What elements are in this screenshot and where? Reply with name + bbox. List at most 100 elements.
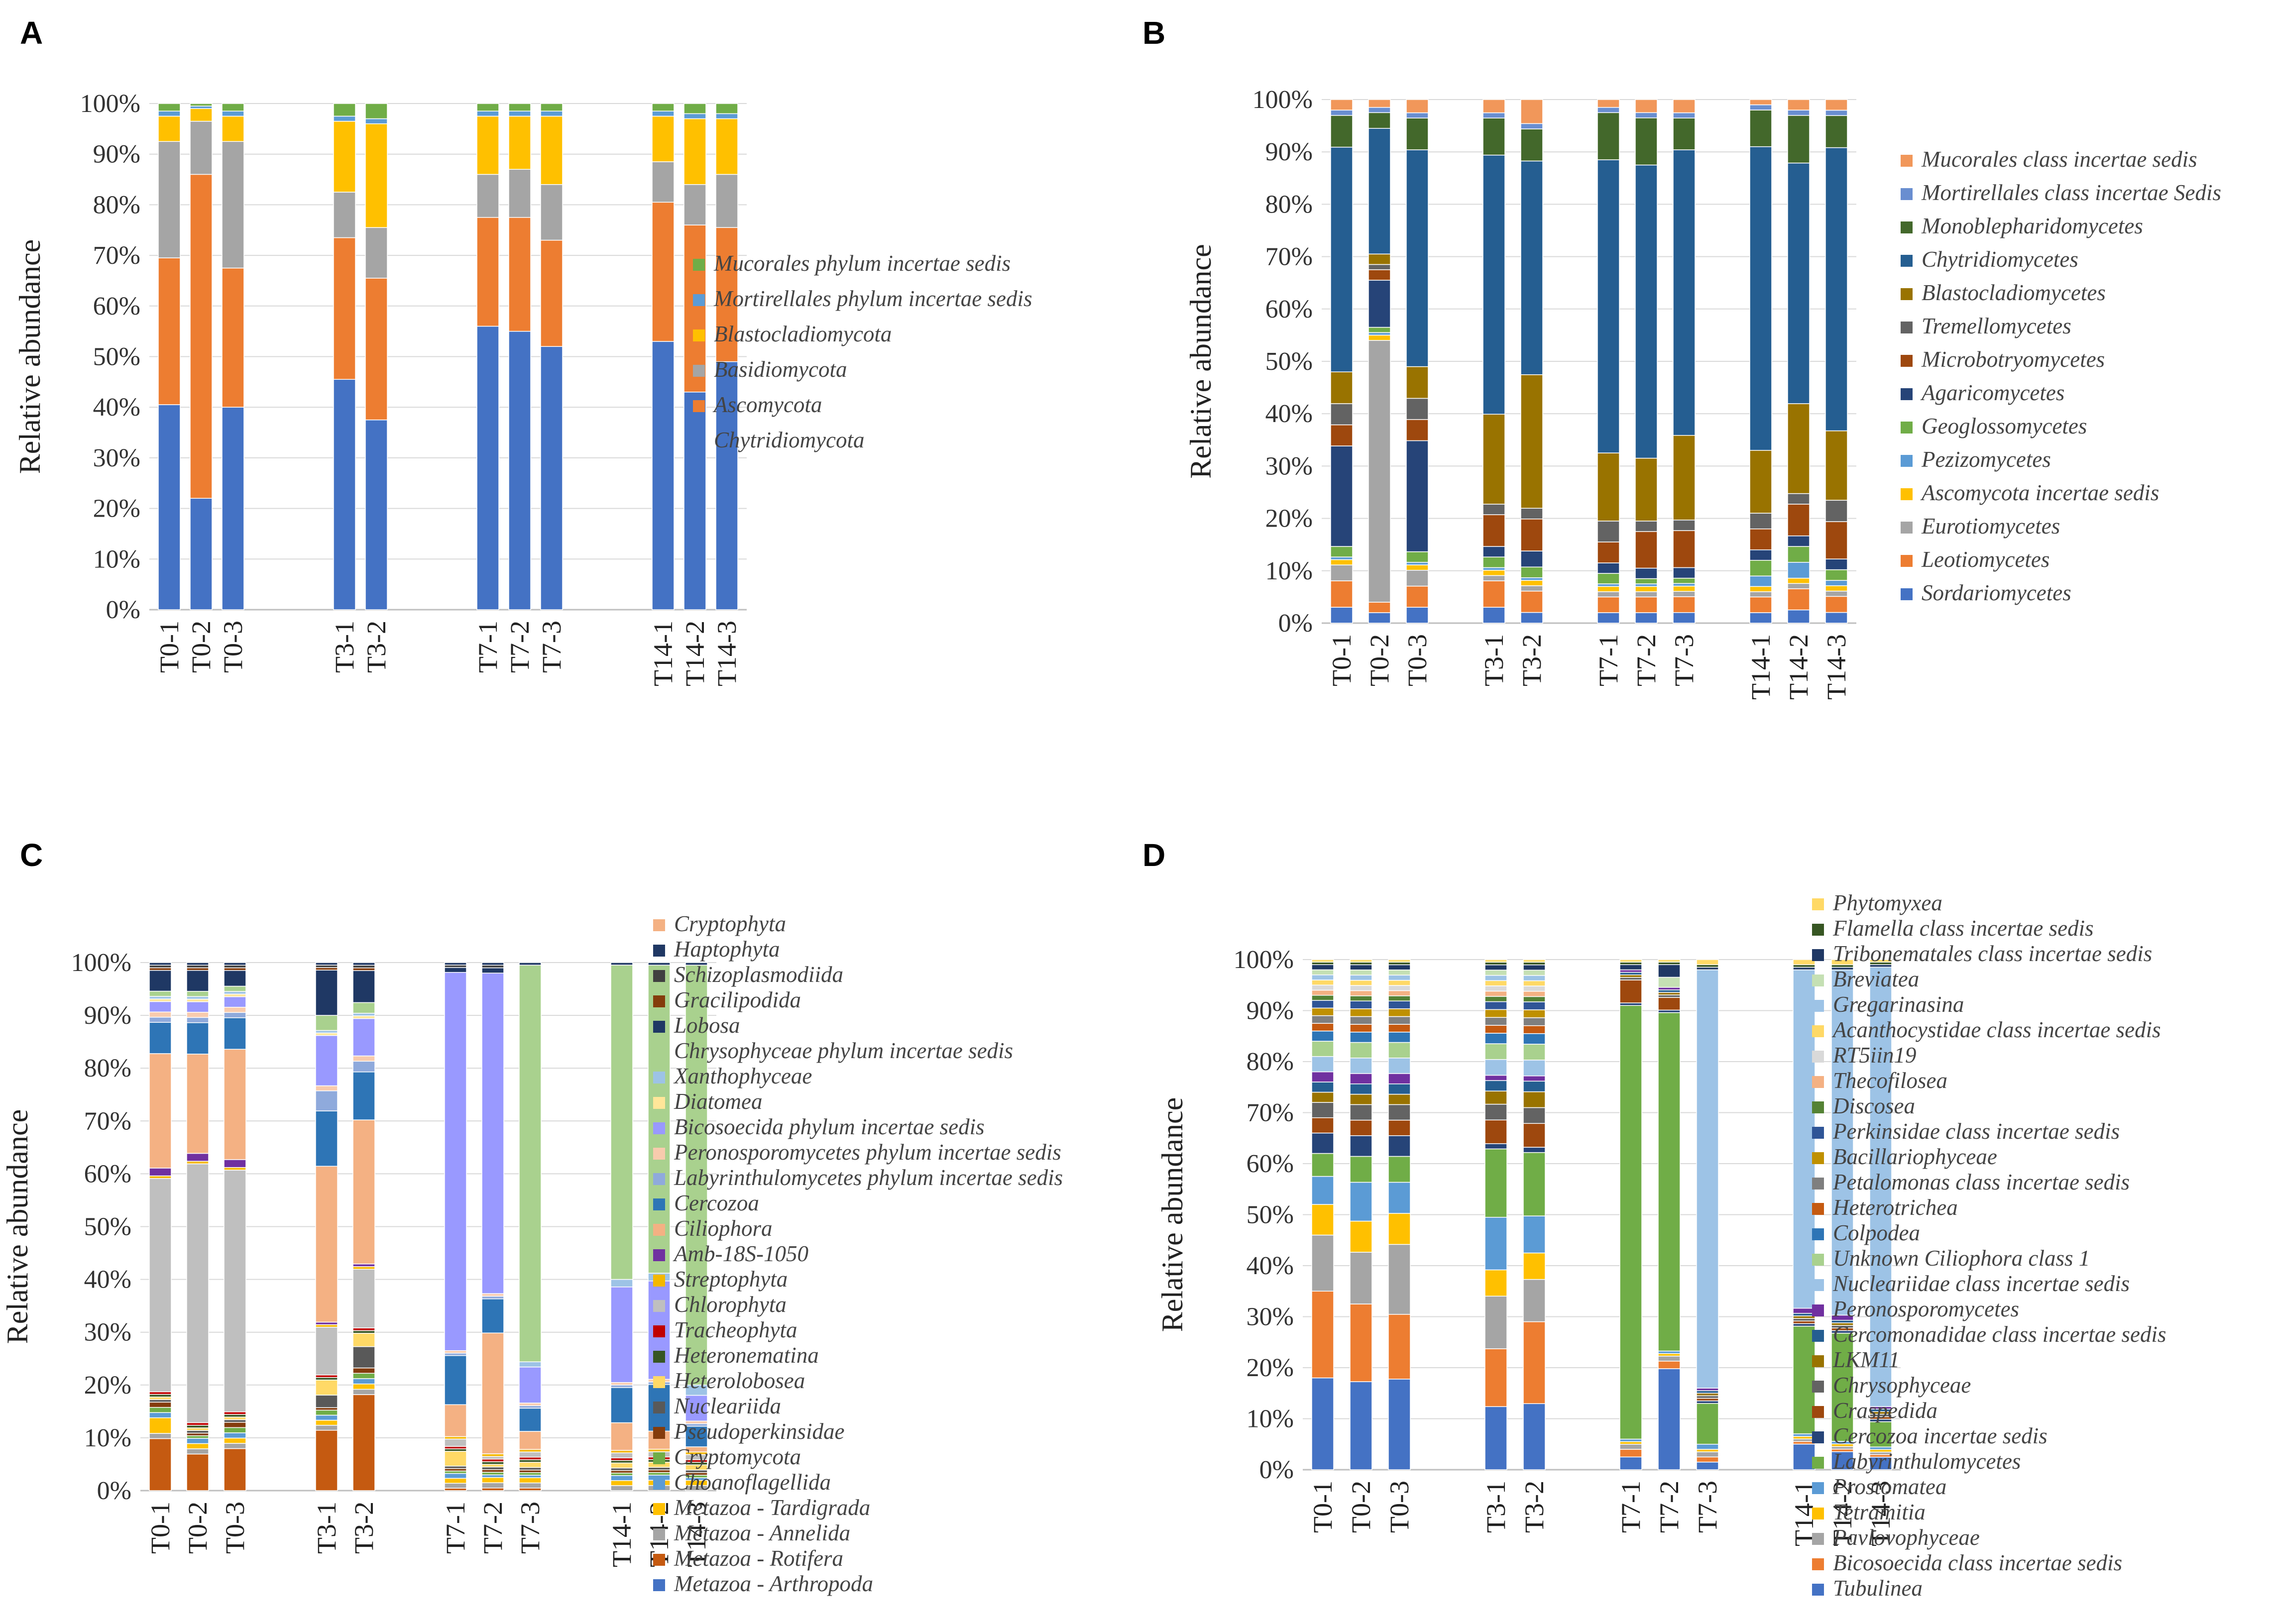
pd-legend-label-labyrinthulomycetes: Labyrinthulomycetes [1832,1449,2021,1474]
pd-bar-t0-1-nucleariidae-class-incertae-sedis [1311,1056,1334,1073]
pd-bar-t0-3-gregarinasina [1388,974,1411,981]
pc-bar-t0-1-cryptomycota [149,1407,172,1413]
pd-bar-t14-1-tubulinea [1793,1443,1816,1470]
pb-bar-t14-2-geoglossomycetes [1787,546,1810,563]
pc-ytick-label: 80% [84,1054,131,1083]
pc-bar-t3-1-bicosoecida-phylum-incertae-sedis [315,1035,338,1086]
pc-bar-t7-1-bicosoecida-phylum-incertae-sedis [444,972,467,1351]
pc-bar-t0-2-pseudoperkinsidae [186,1432,209,1436]
pd-bar-t7-1-cercozoa-incertae-sedis [1619,1002,1642,1006]
pd-legend-label-discosea: Discosea [1832,1093,1915,1118]
pd-bar-t7-1-flamella-class-incertae-sedis [1619,962,1642,965]
pc-bar-t0-1-streptophyta [149,1175,172,1179]
pd-bar-t3-2-phytomyxea [1523,959,1546,963]
pc-legend-swatch-nucleariida [653,1402,665,1413]
pc-legend-label-labyrinthulomycetes-phylum-incertae-sedis: Labyrinthulomycetes phylum incertae sedi… [674,1165,1063,1190]
pb-bar-t14-3-leotiomycetes [1825,596,1848,613]
pd-bar-t0-3-peronosporomycetes [1388,1073,1411,1084]
pb-bar-t14-2-agaricomycetes [1787,535,1810,547]
pb-bar-t14-1-eurotiomycetes [1749,591,1772,598]
pb-bar-t0-2-monoblepharidomycetes [1368,112,1391,129]
pc-bar-t7-3-metazoa-rotifera [519,1488,542,1491]
pc-legend-label-heterolobosea: Heterolobosea [674,1368,805,1393]
pc-legend-swatch-labyrinthulomycetes-phylum-incertae-sedis [653,1173,665,1185]
pb-bar-t3-2-agaricomycetes [1520,550,1543,568]
pb-legend-swatch-blastocladiomycetes [1901,288,1913,300]
pd-bar-t3-2-lkm11 [1523,1091,1546,1108]
pd-bar-t0-3-unknown-ciliophora-class-1 [1388,1042,1411,1059]
pc-bar-t0-2-heteronematina [186,1424,209,1428]
pc-bar-t0-3-metazoa-rotifera [224,1448,246,1491]
pb-bar-t3-1-ascomycota-incertae-sedis [1482,569,1505,576]
pd-bar-t7-1-pavlovophyceae [1619,1444,1642,1450]
pd-bar-t0-1-bicosoecida-class-incertae-sedis [1311,1291,1334,1379]
pd-bar-t0-2-cercozoa-incertae-sedis [1350,1135,1372,1157]
pc-xtick-t14-1: T14-1 [607,1502,637,1567]
pa-legend-label-mucorales-phylum-incertae-sedis: Mucorales phylum incertae sedis [713,251,1011,276]
pb-bar-t7-2-chytridiomycetes [1635,164,1658,459]
pc-legend-swatch-gracilipodida [653,995,665,1007]
pc-legend-swatch-ciliophora [653,1224,665,1236]
pd-bar-t0-3-heterotrichea [1388,1024,1411,1033]
pd-legend-swatch-discosea [1812,1101,1824,1113]
pd-bar-t0-1-peronosporomycetes [1311,1071,1334,1083]
pb-bar-t14-2-ascomycota-incertae-sedis [1787,577,1810,584]
pd-xtick-t7-1: T7-1 [1616,1481,1646,1533]
pa-bar-t0-3-chytridiomycota [222,407,244,610]
pb-bar-t14-1-mucorales-class-incertae-sedis [1749,99,1772,106]
pc-bar-t7-3-nucleariida [519,1467,542,1471]
pd-xtick-t0-1: T0-1 [1308,1481,1338,1533]
pd-bar-t0-3-labyrinthulomycetes [1388,1156,1411,1183]
pd-bar-t3-2-bacillariophyceae [1523,1009,1546,1018]
pc-bar-t3-2-bicosoecida-phylum-incertae-sedis [352,1018,375,1057]
pc-bar-t14-1-cercozoa [610,1387,633,1423]
pd-legend-label-craspedida: Craspedida [1833,1398,1937,1423]
pc-bar-t7-3-metazoa-tardigrada [519,1477,542,1484]
pc-bar-t0-2-schizoplasmodiida [186,965,209,969]
pd-bar-t0-1-thecofilosea [1311,989,1334,996]
pc-bar-t14-1-chrysophyceae-phylum-incertae-sedis [610,965,633,1280]
pd-legend-swatch-bicosoecida-class-incertae-sedis [1812,1558,1824,1570]
pd-bar-t3-1-cercozoa-incertae-sedis [1484,1143,1507,1150]
pc-bar-t0-2-amb-18s-1050 [186,1153,209,1162]
pc-bar-t3-2-ciliophora [352,1119,375,1265]
pa-xtick-t7-3: T7-3 [537,621,567,673]
pd-bar-t3-1-craspedida [1484,1119,1507,1144]
pc-ytick-label: 90% [84,1001,131,1030]
pb-legend-swatch-tremellomycetes [1901,322,1913,333]
pb-bar-t7-2-pezizomycetes [1635,583,1658,587]
pb-bar-t3-1-blastocladiomycetes [1482,414,1505,505]
pc-bar-t0-2-haptophyta [186,962,209,966]
pd-legend-label-nucleariidae-class-incertae-sedis: Nucleariidae class incertae sedis [1832,1271,2130,1296]
pc-bar-t0-1-metazoa-rotifera [149,1438,172,1491]
pd-legend-swatch-cercozoa-incertae-sedis [1812,1431,1824,1443]
pd-bar-t0-1-labyrinthulomycetes [1311,1153,1334,1177]
pb-xtick-t0-2: T0-2 [1364,634,1394,686]
pc-bar-t3-1-haptophyta [315,962,338,966]
pb-bar-t14-2-tremellomycetes [1787,493,1810,505]
pb-bar-t3-2-leotiomycetes [1520,590,1543,613]
pa-xtick-t14-1: T14-1 [648,621,678,686]
pc-legend-swatch-metazoa-rotifera [653,1554,665,1566]
pd-bar-t3-1-flamella-class-incertae-sedis [1484,962,1507,966]
pc-bar-t14-1-metazoa-annelida [610,1485,633,1491]
pc-bar-t0-3-diatomea [224,993,246,997]
pa-ytick-label: 20% [93,495,140,523]
pa-bar-t14-3-blastocladiomycota [715,118,738,175]
pd-bar-t7-3-flamella-class-incertae-sedis [1696,964,1719,968]
pc-bar-t14-2-cryptomycota [648,1472,671,1476]
pb-bar-t0-1-pezizomycetes [1330,556,1353,560]
pd-bar-t3-2-pavlovophyceae [1523,1279,1546,1322]
pc-bar-t7-1-ciliophora [444,1404,467,1437]
pb-bar-t7-2-agaricomycetes [1635,567,1658,579]
pd-bar-t14-1-chrysophyceae [1793,1318,1816,1322]
pb-bar-t7-3-eurotiomycetes [1673,591,1696,597]
pd-ytick-label: 60% [1247,1150,1294,1178]
pd-bar-t3-2-craspedida [1523,1123,1546,1148]
pd-bar-t3-2-thecofilosea [1523,990,1546,997]
pd-bar-t14-2-phytomyxea [1831,959,1854,966]
pd-xtick-t0-2: T0-2 [1346,1481,1376,1533]
pd-bar-t7-1-craspedida [1619,979,1642,1003]
pa-bar-t14-2-chytridiomycota [683,391,706,610]
pc-bar-t0-3-pseudoperkinsidae [224,1422,246,1428]
